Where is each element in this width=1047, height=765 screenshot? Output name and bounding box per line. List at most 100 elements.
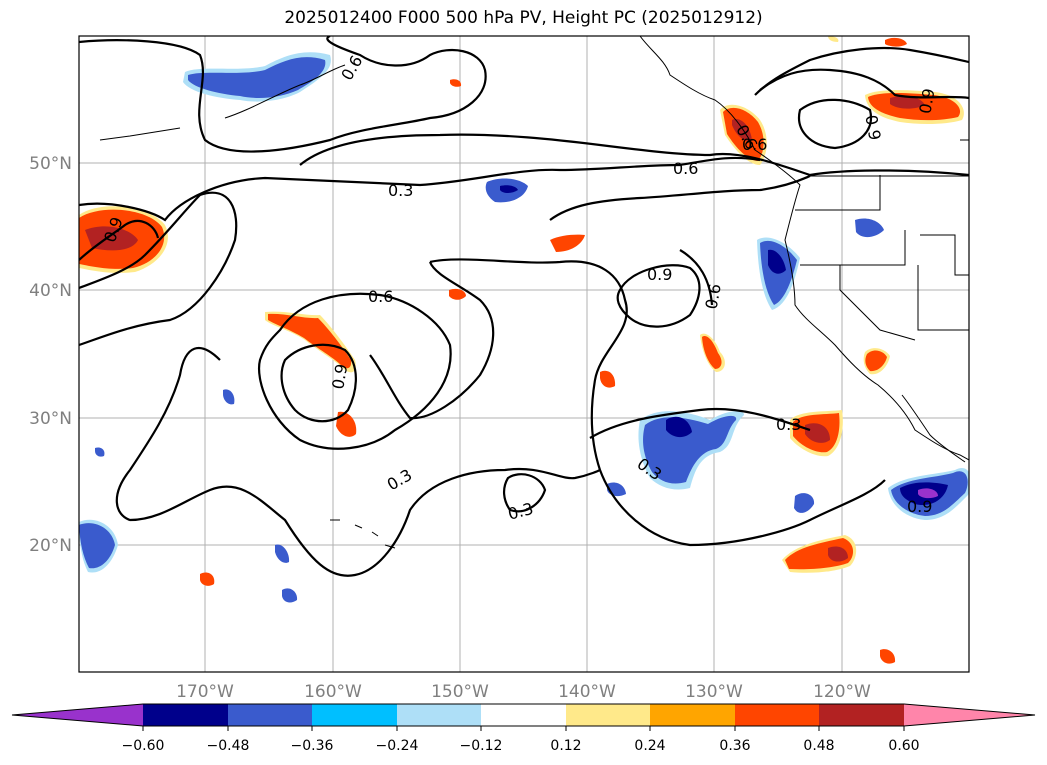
hawaii-islands	[330, 519, 396, 549]
pv-blob	[880, 649, 896, 664]
colorbar-segment	[481, 704, 566, 726]
contour-0-9	[797, 98, 873, 150]
contour-label: 0.6	[702, 282, 725, 310]
pv-blob	[600, 370, 616, 388]
pv-blob	[550, 234, 585, 252]
pv-blob	[95, 447, 105, 457]
pv-blob	[282, 588, 298, 603]
height-contours	[79, 36, 969, 577]
contour-0-6	[257, 292, 452, 450]
pv-blob	[500, 185, 518, 193]
colorbar-tick-label: 0.48	[803, 738, 834, 754]
colorbar-tick-label: 0.24	[634, 738, 665, 754]
pv-blob	[794, 493, 815, 513]
colorbar-arrow-high	[904, 704, 1035, 726]
coastlines	[99, 36, 969, 549]
lat-label-50n: 50°N	[29, 154, 72, 174]
contour-0-3	[79, 156, 761, 222]
state-border	[839, 265, 916, 341]
state-border	[920, 234, 969, 276]
lon-label-140w: 140°W	[558, 682, 616, 702]
pv-blob	[666, 416, 692, 438]
contour-label: 0.6	[368, 287, 393, 306]
map-title: 2025012400 F000 500 hPa PV, Height PC (2…	[284, 8, 763, 28]
aleutian-chain	[224, 64, 346, 119]
colorbar-segment	[312, 704, 397, 726]
lon-label-120w: 120°W	[813, 682, 871, 702]
state-border	[917, 265, 969, 331]
contour-label: 0.9	[647, 265, 672, 284]
lat-label-40n: 40°N	[29, 281, 72, 301]
colorbar-segment	[228, 704, 312, 726]
pv-blob	[268, 313, 352, 369]
latitude-labels: 50°N 40°N 30°N 20°N	[29, 154, 72, 556]
colorbar-tick-label: −0.36	[291, 738, 334, 754]
contour-0-3	[115, 347, 601, 577]
pv-blob	[188, 57, 326, 98]
contour-0-6	[754, 46, 969, 96]
pv-blob	[865, 350, 887, 372]
pv-blob	[890, 96, 925, 109]
colorbar-tick-label: 0.12	[550, 738, 581, 754]
contour-0-6	[79, 36, 487, 153]
lon-label-150w: 150°W	[431, 682, 489, 702]
pv-blob	[702, 336, 722, 369]
contour-0-9	[759, 68, 969, 100]
contour-label: 0.9	[861, 113, 884, 141]
contour-0-3	[429, 258, 886, 547]
pv-blob	[828, 546, 848, 562]
lat-label-30n: 30°N	[29, 409, 72, 429]
pv-blob	[855, 218, 884, 238]
pv-blob	[275, 544, 290, 563]
contour-0-9	[79, 219, 160, 261]
colorbar-tick-label: −0.60	[122, 738, 165, 754]
contour-0-9	[280, 343, 357, 423]
pv-negative-shading	[79, 52, 969, 603]
colorbar-tick-label: 0.60	[888, 738, 919, 754]
colorbar-segment	[650, 704, 735, 726]
colorbar-tick-label: −0.48	[207, 738, 250, 754]
pv-blob	[336, 411, 357, 437]
lat-label-20n: 20°N	[29, 536, 72, 556]
contour-0-3	[549, 174, 811, 221]
colorbar-tick-label: −0.24	[376, 738, 419, 754]
contour-0-3	[503, 473, 547, 513]
colorbar-segment	[566, 704, 650, 726]
contour-0-3	[589, 408, 811, 439]
aleutian-chain	[99, 127, 181, 141]
pv-blob	[785, 538, 854, 570]
colorbar-segment	[819, 704, 904, 726]
contour-0-9	[616, 264, 701, 328]
contour-label: 0.3	[776, 415, 801, 434]
pv-blob	[449, 288, 466, 300]
colorbar-segment	[397, 704, 481, 726]
contour-label: 0.6	[742, 135, 767, 154]
pv-blob	[918, 488, 938, 499]
lon-label-130w: 130°W	[685, 682, 743, 702]
longitude-labels: 170°W 160°W 150°W 140°W 130°W 120°W	[176, 682, 871, 702]
pv-blob	[885, 37, 907, 47]
colorbar-arrow-low	[12, 704, 143, 726]
pv-blob	[805, 423, 830, 443]
contour-label: 0.9	[907, 497, 932, 516]
pv-blob	[223, 389, 235, 405]
contour-label: 0.6	[673, 159, 698, 178]
contour-label: 0.9	[328, 362, 351, 390]
colorbar-tick-label: 0.36	[719, 738, 750, 754]
state-border	[795, 175, 881, 211]
contour-0-6	[299, 133, 969, 177]
colorbar: −0.60 −0.48 −0.36 −0.24 −0.12 0.12 0.24 …	[11, 703, 1036, 754]
colorbar-tick-label: −0.12	[460, 738, 503, 754]
contour-0-3	[369, 261, 495, 420]
state-border	[800, 230, 906, 266]
pv-blob	[450, 79, 462, 87]
colorbar-segment	[143, 704, 228, 726]
contour-label: 0.3	[388, 181, 413, 200]
lon-label-160w: 160°W	[304, 682, 362, 702]
pv-blob	[643, 415, 737, 484]
lon-label-170w: 170°W	[176, 682, 234, 702]
pv-blob	[79, 523, 115, 569]
contour-0-6	[679, 249, 714, 306]
plot-frame	[78, 35, 970, 673]
